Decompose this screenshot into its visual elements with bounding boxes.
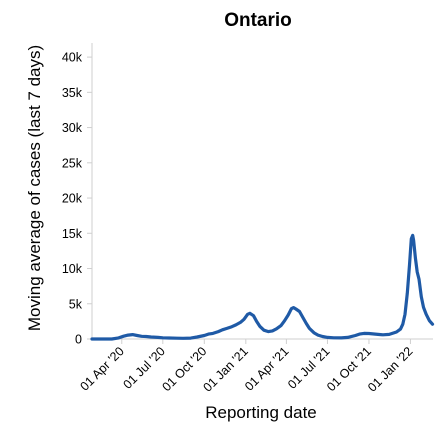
y-tick-label: 25k: [62, 156, 83, 170]
y-tick-label: 15k: [62, 227, 83, 241]
y-tick-label: 5k: [69, 297, 83, 311]
series-layer: [90, 233, 435, 341]
y-tick-label: 0: [75, 333, 82, 347]
x-tick-label: 01 Apr '21: [242, 344, 291, 393]
x-axis-label: Reporting date: [205, 403, 317, 422]
y-tick-label: 35k: [62, 86, 83, 100]
x-tick-label: 01 Apr '20: [77, 344, 126, 393]
y-axis-label: Moving average of cases (last 7 days): [25, 45, 44, 331]
y-axis: 0 5k 10k 15k 20k 25k 30k 35k 40k: [62, 43, 93, 347]
series-line: [90, 233, 435, 341]
x-tick-label: 01 Jan '21: [201, 344, 251, 394]
y-tick-label: 20k: [62, 192, 83, 206]
chart-title: Ontario: [224, 10, 292, 31]
y-tick-label: 40k: [62, 51, 83, 65]
y-tick-label: 10k: [62, 262, 83, 276]
x-tick-label: 01 Jan '22: [365, 344, 415, 394]
y-tick-label: 30k: [62, 121, 83, 135]
